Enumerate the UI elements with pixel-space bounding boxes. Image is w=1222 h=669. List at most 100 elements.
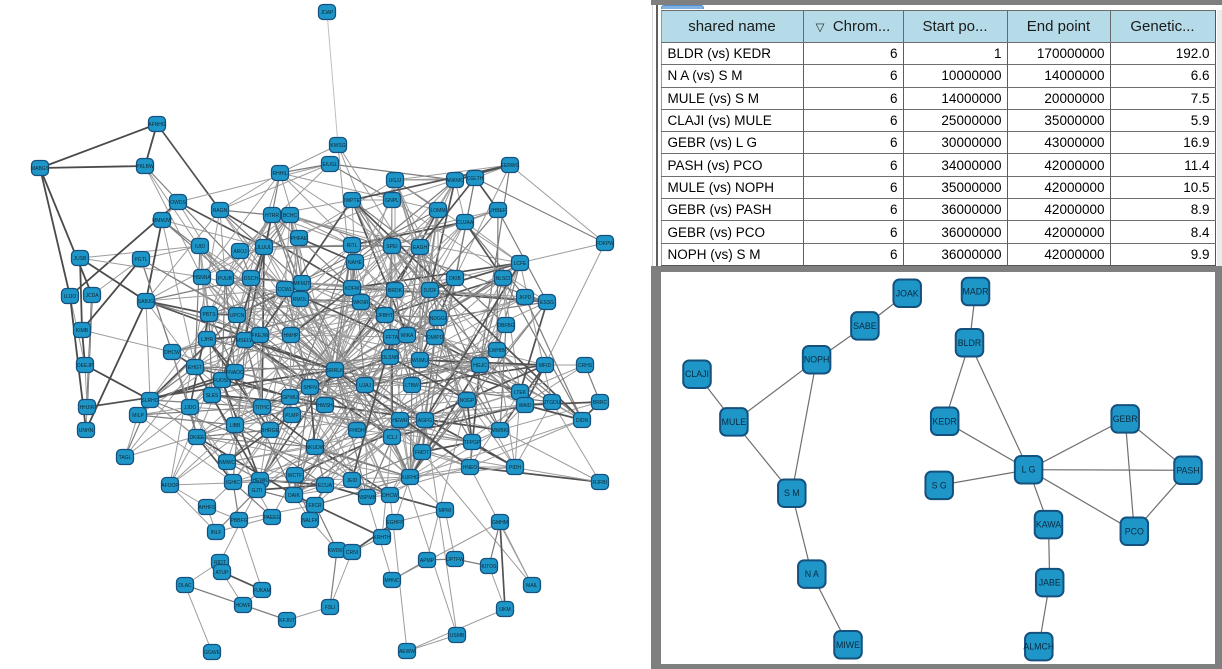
svg-text:NALFK: NALFK (302, 518, 319, 524)
svg-text:WCTF: WCTF (288, 473, 302, 479)
svg-text:KWSG: KWSG (330, 143, 345, 149)
svg-text:DJOF: DJOF (423, 288, 436, 294)
svg-text:RAGN: RAGN (213, 208, 228, 214)
svg-text:WKNR: WKNR (353, 300, 369, 306)
svg-text:MULE: MULE (721, 416, 746, 426)
svg-text:HGJC: HGJC (473, 363, 487, 369)
svg-text:PASH: PASH (1176, 465, 1199, 475)
svg-text:MABGS: MABGS (31, 166, 50, 172)
svg-text:HHJIR: HHJIR (80, 405, 95, 411)
svg-text:FNAOO: FNAOO (226, 370, 244, 376)
svg-text:NLSCI: NLSCI (496, 276, 511, 282)
svg-text:UPTFW: UPTFW (446, 557, 464, 563)
svg-text:EAGH: EAGH (413, 245, 428, 251)
svg-text:NMWC: NMWC (219, 460, 235, 466)
svg-text:TITHC: TITHC (255, 405, 270, 411)
svg-text:PHFAE: PHFAE (291, 236, 308, 242)
svg-text:IUID: IUID (195, 244, 205, 250)
svg-text:KITOS: KITOS (482, 564, 498, 570)
svg-text:NAHE: NAHE (348, 260, 363, 266)
svg-text:PAEEG: PAEEG (264, 515, 281, 521)
svg-text:GJTI: GJTI (252, 488, 263, 494)
svg-text:PBTS: PBTS (202, 312, 216, 318)
svg-text:RIDT: RIDT (214, 560, 226, 566)
svg-text:NDGGI: NDGGI (430, 316, 446, 322)
svg-text:HEWR: HEWR (392, 418, 408, 424)
svg-text:CUJAA: CUJAA (457, 220, 474, 226)
svg-text:JKPD: JKPD (519, 295, 532, 301)
svg-text:OLSNB: OLSNB (382, 355, 400, 361)
svg-text:LJHR: LJHR (201, 337, 214, 343)
svg-text:WUMU: WUMU (412, 358, 428, 364)
svg-text:PKLBW: PKLBW (136, 164, 154, 170)
svg-text:IGHIC: IGHIC (226, 480, 240, 486)
svg-text:MIWE: MIWE (836, 639, 860, 649)
svg-text:JFBHT: JFBHT (377, 313, 393, 319)
svg-text:APMP: APMP (420, 558, 435, 564)
svg-text:DLAC: DLAC (178, 583, 192, 589)
svg-text:KAWA: KAWA (1035, 519, 1060, 529)
svg-text:KFJNT: KFJNT (279, 618, 295, 624)
svg-text:KEDR: KEDR (932, 416, 956, 426)
svg-text:RJFBI: RJFBI (593, 480, 607, 486)
svg-text:CRNI: CRNI (346, 550, 358, 556)
svg-text:TAGL: TAGL (119, 455, 132, 461)
svg-text:LIBB: LIBB (230, 423, 242, 429)
svg-text:DAIK: DAIK (288, 493, 300, 499)
svg-text:FSLI: FSLI (325, 605, 336, 611)
svg-text:MILP: MILP (132, 413, 144, 419)
svg-text:ESSG: ESSG (540, 300, 554, 306)
svg-text:S M: S M (783, 488, 799, 498)
svg-text:CLAJI: CLAJI (685, 369, 709, 379)
svg-text:MFID: MFID (539, 363, 552, 369)
svg-text:LTEK: LTEK (514, 390, 527, 396)
svg-text:KDFM: KDFM (345, 286, 359, 292)
svg-text:AHHFS: AHHFS (199, 505, 217, 511)
svg-text:MAIL: MAIL (526, 583, 538, 589)
svg-text:DSCH: DSCH (244, 276, 259, 282)
svg-text:HNEO: HNEO (463, 465, 478, 471)
svg-text:MHNC: MHNC (385, 578, 400, 584)
svg-text:RITL: RITL (347, 243, 358, 249)
svg-text:UJAJ: UJAJ (359, 383, 371, 389)
svg-text:JLUUL: JLUUL (256, 245, 272, 251)
svg-text:OMIPD: OMIPD (427, 335, 444, 341)
svg-text:HSNNA: HSNNA (193, 275, 211, 281)
svg-text:ALMCH: ALMCH (1023, 641, 1054, 651)
svg-text:AGFG: AGFG (418, 418, 432, 424)
svg-text:BRRC: BRRC (593, 400, 608, 406)
svg-text:UJJO: UJJO (64, 294, 77, 300)
svg-text:NOGP: NOGP (460, 398, 475, 404)
svg-text:FUOSN: FUOSN (213, 378, 231, 384)
svg-text:SLRHO: SLRHO (141, 398, 158, 404)
svg-text:AFOOP: AFOOP (161, 483, 179, 489)
svg-text:GMHM: GMHM (492, 520, 508, 526)
svg-text:LCFE: LCFE (514, 261, 527, 267)
svg-text:LTBW: LTBW (405, 383, 419, 389)
svg-text:BRDK: BRDK (388, 288, 403, 294)
svg-text:ECUA: ECUA (318, 483, 333, 489)
svg-text:EIICR: EIICR (308, 503, 322, 509)
svg-text:HTRR: HTRR (265, 213, 279, 219)
svg-text:WIKA: WIKA (401, 333, 414, 339)
svg-text:ANKMO: ANKMO (446, 178, 464, 184)
svg-text:KIMB: KIMB (76, 328, 89, 334)
svg-text:OWDS: OWDS (170, 200, 186, 206)
svg-text:FDKPW: FDKPW (596, 241, 614, 247)
svg-text:BLDR: BLDR (957, 337, 980, 347)
svg-text:LOMM: LOMM (431, 208, 446, 214)
svg-text:GPWU: GPWU (282, 395, 298, 401)
svg-text:PGTL: PGTL (134, 257, 147, 263)
svg-text:NKUDW: NKUDW (306, 445, 325, 451)
svg-text:DKIB: DKIB (449, 276, 461, 282)
svg-text:JEID: JEID (347, 478, 358, 484)
svg-text:CGLTH: CGLTH (467, 176, 484, 182)
svg-text:SRRLK: SRRLK (327, 368, 344, 374)
svg-text:USMB: USMB (450, 633, 465, 639)
svg-text:PUUB: PUUB (218, 276, 233, 282)
svg-text:BCHC: BCHC (283, 213, 298, 219)
svg-text:FMDT: FMDT (415, 450, 429, 456)
svg-text:MADR: MADR (962, 286, 988, 296)
svg-text:IJKM: IJKM (499, 607, 510, 613)
svg-text:DKIEE: DKIEE (189, 435, 205, 441)
